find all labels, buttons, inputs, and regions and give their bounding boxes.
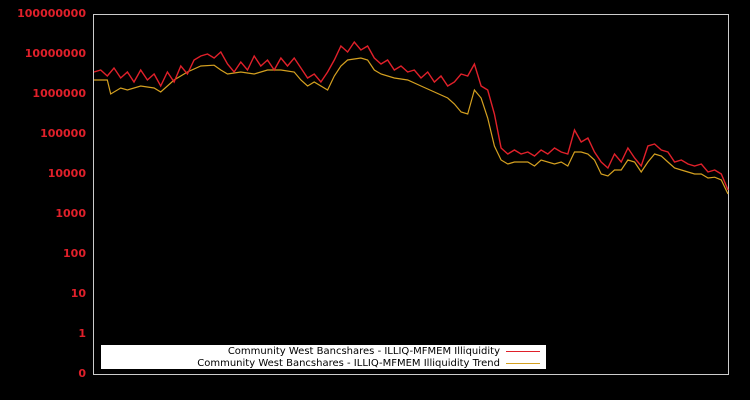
y-tick-label: 1 xyxy=(78,327,86,340)
legend-item-illiquidity: Community West Bancshares - ILLIQ-MFMEM … xyxy=(228,345,540,357)
chart-legend: Community West Bancshares - ILLIQ-MFMEM … xyxy=(101,345,546,369)
y-tick-label: 100000 xyxy=(40,127,86,140)
plot-frame xyxy=(93,14,729,375)
y-tick-label: 10000000 xyxy=(24,47,86,60)
y-tick-label: 10 xyxy=(70,287,86,300)
illiquidity-line xyxy=(93,40,729,191)
legend-label: Community West Bancshares - ILLIQ-MFMEM … xyxy=(227,345,500,357)
legend-swatch-gold xyxy=(506,362,540,364)
y-tick-label: 100000000 xyxy=(17,7,86,20)
y-tick-label: 100 xyxy=(63,247,86,260)
y-tick-label: 1000 xyxy=(55,207,86,220)
legend-label: Community West Bancshares - ILLIQ-MFMEM … xyxy=(197,357,500,369)
illiquidity-trend-line xyxy=(94,57,729,195)
y-tick-label: 10000 xyxy=(47,167,86,180)
legend-item-illiquidity-trend: Community West Bancshares - ILLIQ-MFMEM … xyxy=(197,357,540,369)
y-tick-label: 1000000 xyxy=(32,87,86,100)
y-tick-label: 0 xyxy=(78,367,86,380)
legend-swatch-red xyxy=(506,350,540,352)
